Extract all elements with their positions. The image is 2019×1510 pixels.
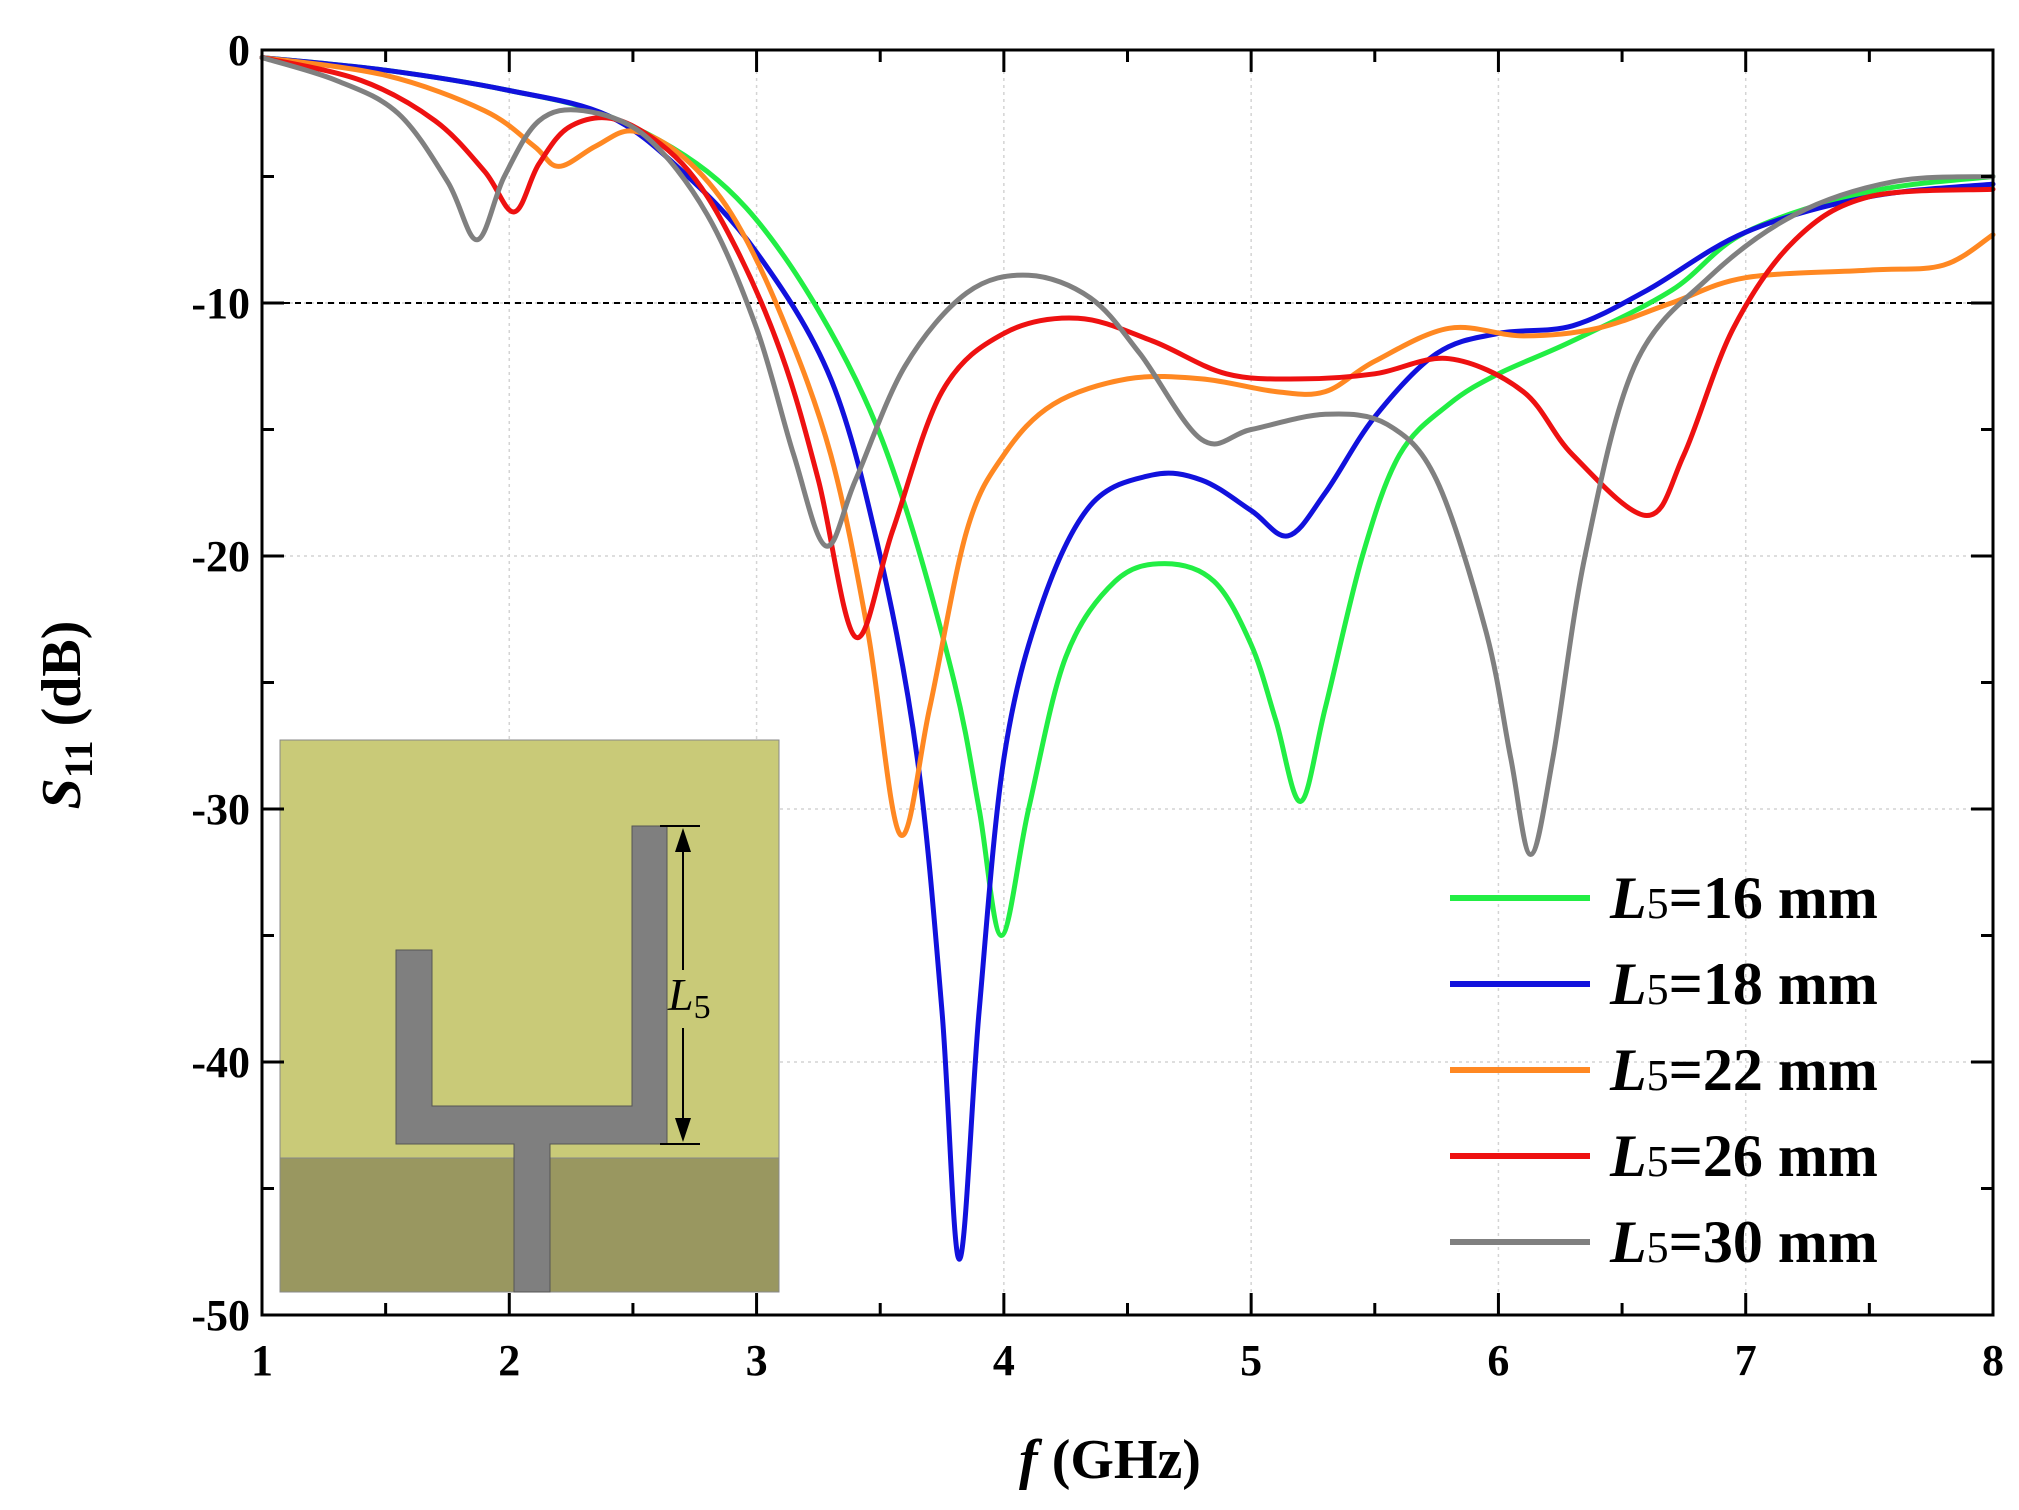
x-tick-label-1: 1: [251, 1336, 273, 1385]
series-lines: [259, 55, 1996, 1262]
series-line-16mm: [259, 55, 1996, 938]
series-line-30mm: [259, 55, 1996, 857]
antenna-inset: L5: [279, 739, 780, 1293]
legend-label-4: L5=30 mm: [1609, 1209, 1878, 1275]
series-line-18mm: [259, 55, 1996, 1262]
y-tick-label-1: -10: [191, 279, 250, 328]
legend-item-4: L5=30 mm: [1450, 1209, 1878, 1275]
inset-substrate: [279, 739, 780, 1159]
y-tick-labels: 0 -10 -20 -30 -40 -50: [191, 26, 250, 1340]
legend-label-2: L5=22 mm: [1609, 1037, 1878, 1103]
legend: L5=16 mm L5=18 mm L5=22 mm L5=26 mm L5=30 mm: [1450, 865, 1878, 1275]
x-tick-label-4: 4: [993, 1336, 1015, 1385]
y-tick-label-4: -40: [191, 1038, 250, 1087]
y-tick-label-3: -30: [191, 785, 250, 834]
x-tick-label-3: 3: [746, 1336, 768, 1385]
series-line-26mm: [259, 55, 1996, 640]
x-axis-title: f (GHz): [1019, 1429, 1201, 1491]
series-line-22mm: [259, 55, 1996, 838]
y-axis-title: S11 (dB): [31, 621, 101, 810]
inset-arrowhead-up: [675, 828, 691, 852]
legend-item-1: L5=18 mm: [1450, 951, 1878, 1017]
x-tick-labels: 1 2 3 4 5 6 7 8: [251, 1336, 2004, 1385]
legend-label-3: L5=26 mm: [1609, 1123, 1878, 1189]
y-tick-label-5: -50: [191, 1291, 250, 1340]
legend-item-2: L5=22 mm: [1450, 1037, 1878, 1103]
x-tick-label-7: 7: [1735, 1336, 1757, 1385]
legend-item-0: L5=16 mm: [1450, 865, 1878, 931]
y-tick-label-0: 0: [228, 26, 250, 75]
inset-arrowhead-down: [675, 1118, 691, 1142]
x-tick-label-6: 6: [1487, 1336, 1509, 1385]
legend-item-3: L5=26 mm: [1450, 1123, 1878, 1189]
x-tick-label-2: 2: [498, 1336, 520, 1385]
legend-label-0: L5=16 mm: [1609, 865, 1878, 931]
inset-dimension-label: L5: [667, 969, 711, 1026]
legend-label-1: L5=18 mm: [1609, 951, 1878, 1017]
x-tick-label-5: 5: [1240, 1336, 1262, 1385]
x-tick-label-8: 8: [1982, 1336, 2004, 1385]
y-tick-label-2: -20: [191, 532, 250, 581]
axis-ticks: [260, 48, 1995, 1317]
